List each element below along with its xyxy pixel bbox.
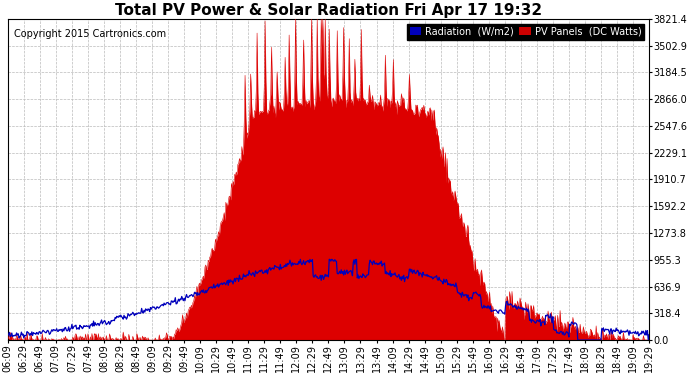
Legend: Radiation  (W/m2), PV Panels  (DC Watts): Radiation (W/m2), PV Panels (DC Watts) [407,24,644,40]
Text: Copyright 2015 Cartronics.com: Copyright 2015 Cartronics.com [14,28,166,39]
Title: Total PV Power & Solar Radiation Fri Apr 17 19:32: Total PV Power & Solar Radiation Fri Apr… [115,3,542,18]
